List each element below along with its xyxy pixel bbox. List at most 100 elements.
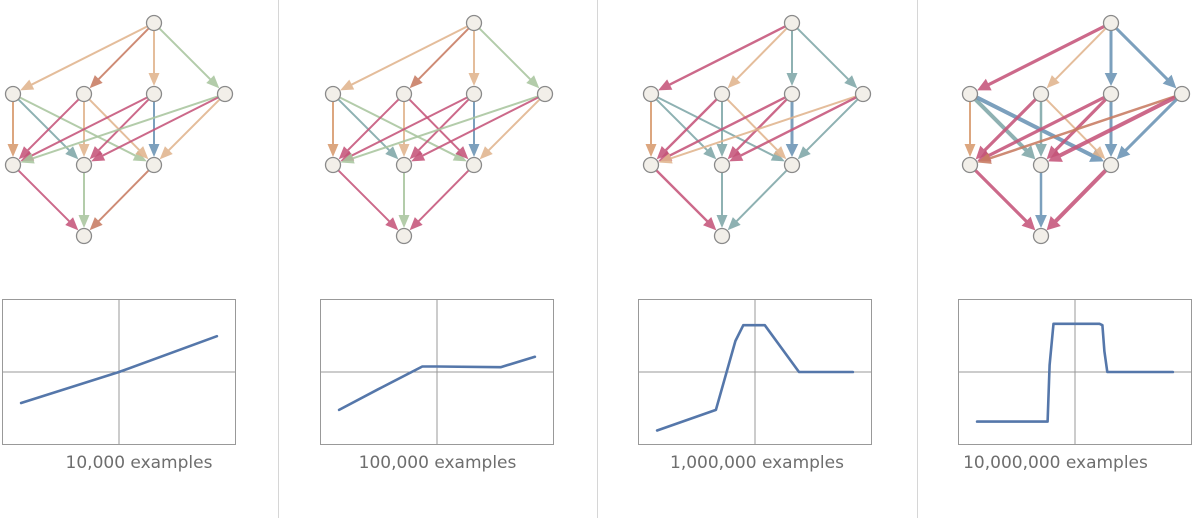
edges [7, 25, 221, 231]
edge-arrow [796, 27, 858, 89]
graph-node [465, 14, 483, 32]
graph-node [783, 85, 801, 103]
edge-arrow [658, 95, 857, 164]
edge-arrow [398, 101, 410, 157]
edge-arrow [411, 96, 539, 162]
edge-arrow [977, 95, 1176, 164]
edge-arrow [158, 27, 220, 89]
edge-arrow [468, 101, 480, 157]
graph-node [1032, 156, 1050, 174]
edge-arrow [89, 98, 150, 160]
edge-arrow [1046, 98, 1107, 160]
edge-arrow [478, 27, 540, 89]
graph-node [145, 85, 163, 103]
edge-arrow [645, 101, 657, 157]
graph-node [961, 85, 979, 103]
graph-node [713, 227, 731, 245]
function-plot [2, 299, 236, 445]
divider-3 [917, 0, 918, 518]
edge-arrow [89, 27, 150, 89]
graph-node [4, 85, 22, 103]
divider-2 [597, 0, 598, 518]
edge-arrow [338, 98, 400, 160]
graph-node [783, 156, 801, 174]
divider-1 [278, 0, 279, 518]
graph-node [75, 227, 93, 245]
network-diagram [638, 14, 872, 445]
graph-node [465, 156, 483, 174]
function-plot [320, 299, 554, 445]
network-diagram [958, 14, 1192, 445]
graph-node [1102, 14, 1120, 32]
edges [645, 25, 859, 231]
edge-arrow [975, 98, 1037, 160]
edge-arrow [7, 101, 19, 157]
edge-arrow [727, 27, 788, 89]
edge-arrow [786, 30, 798, 86]
edge-arrow [655, 169, 717, 231]
nodes [324, 14, 554, 245]
edge-arrow [91, 96, 219, 162]
graph-node [324, 156, 342, 174]
edge-arrow [1104, 100, 1118, 157]
edge-arrow [148, 101, 160, 157]
edge-arrow [19, 96, 147, 162]
graph-node [395, 227, 413, 245]
edge-arrow [468, 30, 480, 86]
panel-10m: 10,000,000 examples [917, 0, 1194, 518]
graph-node [854, 85, 872, 103]
edge-arrow [727, 169, 788, 231]
graph-node [961, 156, 979, 174]
edge-arrow [479, 98, 541, 160]
edge-arrow [17, 169, 79, 231]
edge-arrow [977, 24, 1106, 91]
edge-arrow [716, 172, 728, 228]
graph-node [713, 85, 731, 103]
edge-arrow [964, 101, 976, 157]
graph-node [395, 156, 413, 174]
edge-arrow [339, 96, 467, 162]
graph-node [1032, 227, 1050, 245]
nodes [642, 14, 872, 245]
graph-node [75, 156, 93, 174]
edge-arrow [1048, 95, 1177, 162]
edge-arrow [409, 27, 470, 89]
graph-node [145, 14, 163, 32]
panel-caption: 100,000 examples [358, 453, 517, 473]
function-plot [638, 299, 872, 445]
graph-node [75, 85, 93, 103]
function-curve [655, 323, 855, 432]
graph-node [1102, 85, 1120, 103]
panel-caption: 1,000,000 examples [670, 453, 844, 473]
edge-arrow [1116, 98, 1178, 160]
panel-100k: 100,000 examples [278, 0, 597, 518]
edge-arrow [89, 169, 150, 231]
edge-arrow [785, 100, 799, 157]
network-diagram [320, 14, 554, 445]
edges [327, 25, 541, 231]
graph-node [216, 85, 234, 103]
edge-arrow [1035, 100, 1047, 157]
graph-node [145, 156, 163, 174]
function-plot [958, 299, 1192, 445]
network-diagram [2, 14, 236, 445]
graph-node [1102, 156, 1120, 174]
edge-arrow [658, 25, 787, 91]
panel-caption: 10,000 examples [65, 453, 213, 473]
panel-caption: 10,000,000 examples [963, 453, 1148, 473]
edge-arrow [20, 95, 219, 164]
nodes [961, 14, 1191, 245]
nodes [4, 14, 234, 245]
graph-node [324, 85, 342, 103]
edge-arrow [1035, 171, 1047, 228]
graph-node [713, 156, 731, 174]
edge-arrow [340, 95, 539, 164]
graph-node [642, 85, 660, 103]
edge-arrow [657, 96, 785, 162]
edges [964, 24, 1178, 231]
graph-node [1032, 85, 1050, 103]
panel-10k: 10,000 examples [0, 0, 278, 518]
graph-node [465, 85, 483, 103]
function-curve [337, 355, 537, 412]
edge-arrow [1115, 27, 1177, 89]
